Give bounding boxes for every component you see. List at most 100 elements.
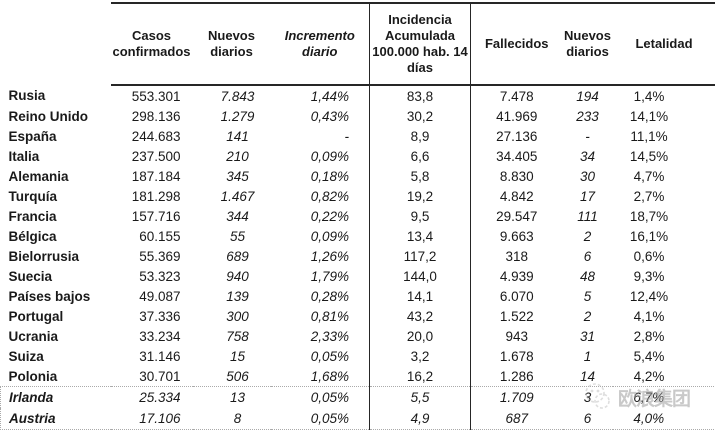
cell-nuevos2: 2 bbox=[583, 228, 592, 244]
table-row: Reino Unido 298.136 1.279 0,43% 30,2 41.969 23… bbox=[1, 106, 715, 126]
cell-incidencia: 6,6 bbox=[369, 146, 471, 166]
table-row: Rusia 553.301 7.843 1,44% 83,8 7.478 194 1,4% bbox=[1, 85, 715, 106]
row-label: Austria bbox=[0, 408, 111, 430]
cell-fallecidos: 1.286 bbox=[499, 368, 534, 384]
cell-fallecidos: 4.842 bbox=[499, 188, 534, 204]
row-label: Suecia bbox=[8, 268, 53, 284]
header-incidencia-acumulada: Incidencia Acumulada 100.000 hab. 14 día… bbox=[369, 2, 471, 86]
header-nuevos-diarios: Nuevos diarios bbox=[192, 2, 271, 86]
cell-incremento: 0,09% bbox=[310, 148, 349, 164]
cell-casos: 60.155 bbox=[139, 228, 181, 244]
header-letalidad: Letalidad bbox=[612, 2, 715, 86]
header-country bbox=[1, 3, 111, 85]
cell-letalidad: 0,6% bbox=[633, 248, 665, 264]
cell-incidencia: 4,9 bbox=[369, 408, 471, 430]
row-label: Portugal bbox=[8, 308, 64, 324]
table-row: Turquía 181.298 1.467 0,82% 19,2 4.842 17 2,7% bbox=[1, 186, 715, 206]
cell-letalidad: 1,4% bbox=[633, 88, 665, 104]
header-incremento-diario: Incremento diario bbox=[270, 2, 370, 86]
row-label: Alemania bbox=[8, 168, 69, 184]
cell-nuevos2: 194 bbox=[576, 88, 599, 104]
cell-nuevos2: 14 bbox=[579, 368, 596, 384]
cell-letalidad: 2,8% bbox=[633, 328, 665, 344]
cell-nuevos2: 3 bbox=[562, 386, 613, 408]
header-row: Casos confirmados Nuevos diarios Increme… bbox=[1, 2, 715, 86]
row-label: Italia bbox=[8, 148, 40, 164]
cell-incidencia: 8,9 bbox=[369, 126, 471, 146]
cell-nuevos2: 6 bbox=[562, 408, 613, 430]
cell-incremento: 0,28% bbox=[310, 288, 349, 304]
cell-nuevos2: 1 bbox=[583, 348, 592, 364]
row-label: Bielorrusia bbox=[8, 248, 80, 264]
cell-fallecidos: 687 bbox=[470, 408, 563, 430]
cell-incidencia: 16,2 bbox=[369, 366, 471, 387]
cell-nuevos1: 8 bbox=[192, 408, 271, 430]
cell-nuevos2: 233 bbox=[576, 108, 599, 124]
cell-incidencia: 9,5 bbox=[369, 206, 471, 226]
cell-casos: 187.184 bbox=[131, 168, 181, 184]
cell-letalidad: 4,7% bbox=[633, 168, 665, 184]
cell-nuevos1: 55 bbox=[229, 228, 246, 244]
header-casos-confirmados: Casos confirmados bbox=[110, 2, 193, 86]
cell-nuevos2: 34 bbox=[579, 148, 596, 164]
cell-nuevos2: 5 bbox=[583, 288, 592, 304]
cell-nuevos1: 506 bbox=[226, 368, 249, 384]
table-row: España 244.683 141 - 8,9 27.136 - 11,1% bbox=[1, 126, 715, 146]
row-label: Turquía bbox=[8, 188, 58, 204]
cell-nuevos1: 13 bbox=[192, 386, 271, 408]
cell-incidencia: 5,8 bbox=[369, 166, 471, 186]
cell-casos: 237.500 bbox=[131, 148, 181, 164]
cell-fallecidos: 1.678 bbox=[499, 348, 534, 364]
cell-casos: 31.146 bbox=[139, 348, 181, 364]
cell-incidencia: 13,4 bbox=[369, 226, 471, 246]
cell-fallecidos: 318 bbox=[505, 248, 529, 264]
table-body: Rusia 553.301 7.843 1,44% 83,8 7.478 194 1,4% Re… bbox=[0, 85, 715, 430]
cell-nuevos1: 139 bbox=[226, 288, 249, 304]
table-row: Bélgica 60.155 55 0,09% 13,4 9.663 2 16,1% bbox=[1, 226, 715, 246]
cell-casos: 157.716 bbox=[131, 208, 181, 224]
cell-casos: 53.323 bbox=[139, 268, 181, 284]
cell-casos: 25.334 bbox=[110, 386, 193, 408]
cell-fallecidos: 34.405 bbox=[496, 148, 538, 164]
table-row: Portugal 37.336 300 0,81% 43,2 1.522 2 4,1% bbox=[1, 306, 715, 326]
cell-incremento: 1,44% bbox=[310, 88, 349, 104]
table-row: Alemania 187.184 345 0,18% 5,8 8.830 30 4,7% bbox=[1, 166, 715, 186]
table-row: Suecia 53.323 940 1,79% 144,0 4.939 48 9,3% bbox=[1, 266, 715, 286]
table-row: Francia 157.716 344 0,22% 9,5 29.547 111 18,7% bbox=[1, 206, 715, 226]
cell-letalidad: 2,7% bbox=[633, 188, 665, 204]
cell-incidencia: 3,2 bbox=[369, 346, 471, 366]
cell-incremento: 1,79% bbox=[310, 268, 349, 284]
cell-nuevos2: 48 bbox=[579, 268, 596, 284]
cell-nuevos1: 210 bbox=[226, 148, 249, 164]
cell-nuevos1: 15 bbox=[229, 348, 246, 364]
cell-casos: 553.301 bbox=[131, 88, 181, 104]
row-label: España bbox=[8, 128, 57, 144]
cell-incidencia: 20,0 bbox=[369, 326, 471, 346]
cell-nuevos2: 31 bbox=[579, 328, 596, 344]
cell-letalidad: 18,7% bbox=[629, 208, 669, 224]
cell-letalidad: 14,1% bbox=[629, 108, 669, 124]
cell-casos: 298.136 bbox=[131, 108, 181, 124]
row-label: Francia bbox=[8, 208, 57, 224]
cell-nuevos1: 141 bbox=[226, 128, 249, 144]
cell-incremento: 1,68% bbox=[310, 368, 349, 384]
cell-incidencia: 117,2 bbox=[369, 246, 471, 266]
cell-incremento: 2,33% bbox=[310, 328, 349, 344]
cell-nuevos2: 2 bbox=[583, 308, 592, 324]
row-label: Países bajos bbox=[8, 288, 91, 304]
cell-fallecidos: 8.830 bbox=[499, 168, 534, 184]
cell-casos: 33.234 bbox=[139, 328, 181, 344]
cell-fallecidos: 1.522 bbox=[499, 308, 534, 324]
row-label: Rusia bbox=[8, 88, 46, 103]
cell-casos: 30.701 bbox=[139, 368, 181, 384]
row-label: Reino Unido bbox=[8, 108, 89, 124]
cell-nuevos1: 758 bbox=[226, 328, 249, 344]
row-label: Ucrania bbox=[8, 328, 59, 344]
cell-nuevos1: 1.467 bbox=[220, 188, 255, 204]
cell-incremento: 0,09% bbox=[310, 228, 349, 244]
cell-incremento: 1,26% bbox=[310, 248, 349, 264]
cell-fallecidos: 27.136 bbox=[496, 128, 538, 144]
cell-fallecidos: 6.070 bbox=[499, 288, 534, 304]
